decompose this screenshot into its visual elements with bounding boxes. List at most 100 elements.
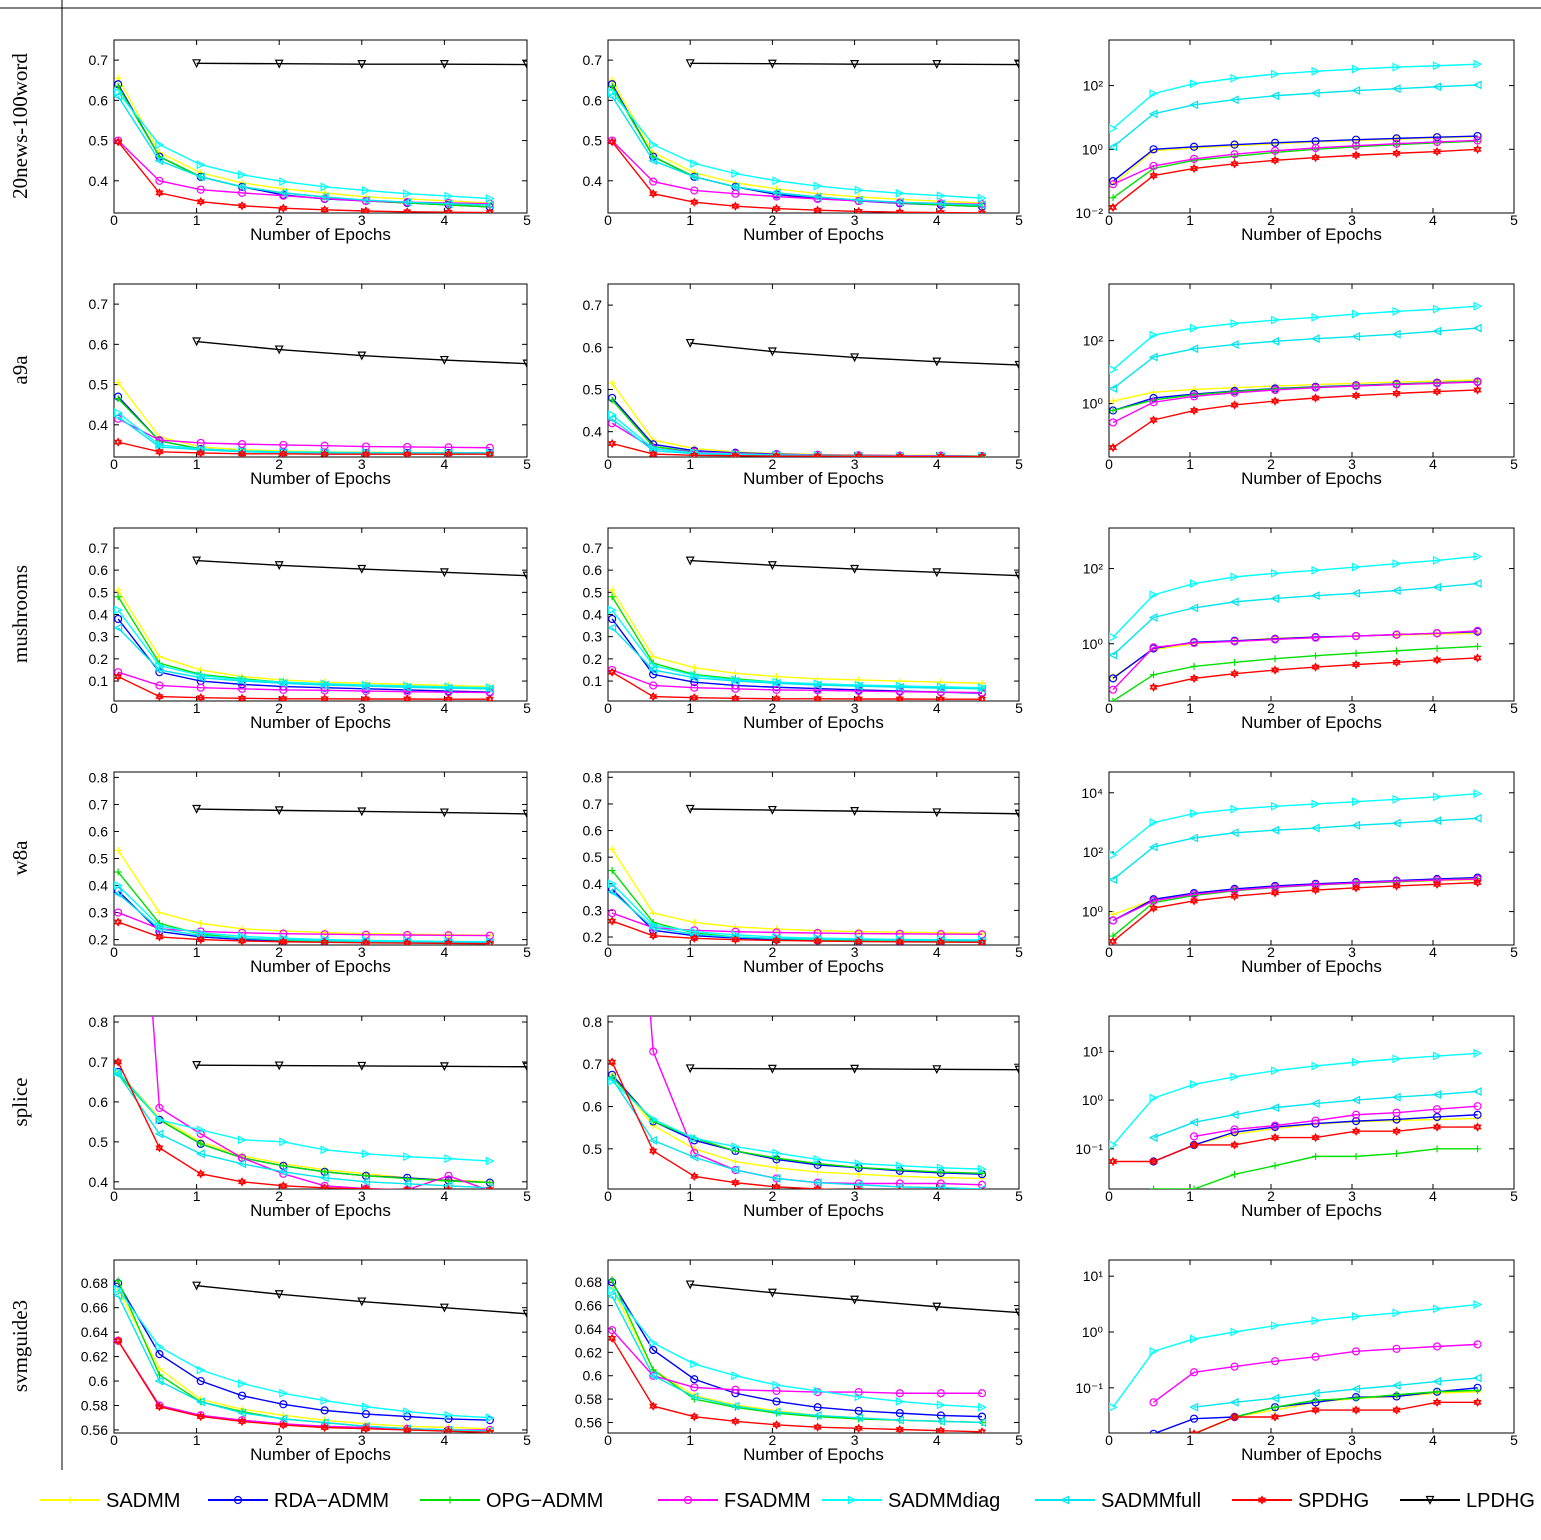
y-tick-label: 0.4	[89, 1174, 109, 1190]
series-line	[611, 1287, 983, 1424]
subplot: 0 1 2 3 4 5 0.4 0.5 0.6 0.7 Number of Epochs	[583, 283, 1023, 488]
point-marker	[1189, 1117, 1199, 1127]
series-line	[690, 342, 1019, 366]
plot-area	[114, 59, 527, 213]
series-line	[611, 1074, 983, 1180]
series-line	[1112, 84, 1478, 148]
subplot: 0 1 2 3 4 5 10⁻¹ 10⁰ 10¹ Number of Epochs	[1075, 1259, 1518, 1464]
point-marker	[772, 176, 782, 186]
point-marker	[274, 59, 284, 69]
y-tick-label: 0.56	[81, 1422, 108, 1438]
series-line	[611, 848, 983, 934]
point-marker	[320, 441, 329, 450]
point-marker	[1109, 142, 1118, 152]
y-tick-label: 0.7	[583, 52, 603, 68]
point-marker	[237, 182, 247, 192]
point-marker	[114, 917, 123, 927]
y-tick-label: 0.6	[583, 339, 603, 355]
series-line	[117, 77, 490, 204]
point-marker	[114, 82, 122, 90]
y-tick-label: 0.7	[583, 540, 603, 556]
series-line	[117, 1071, 490, 1162]
point-marker	[649, 930, 658, 941]
point-marker	[485, 194, 495, 203]
point-marker	[1351, 1057, 1361, 1067]
subplot: 0 1 2 3 4 5 0.2 0.3 0.4 0.5 0.6 0.7 0.8 Number of Epo…	[89, 769, 532, 976]
point-marker	[1109, 1156, 1118, 1167]
series-line	[1112, 135, 1478, 182]
point-marker	[1189, 833, 1199, 843]
y-tick-label: 0.2	[583, 651, 603, 667]
point-marker	[439, 60, 449, 69]
point-marker	[649, 188, 658, 199]
point-marker	[936, 937, 945, 945]
point-marker	[1473, 653, 1482, 663]
series-line	[117, 1073, 490, 1184]
point-marker	[237, 1391, 247, 1400]
point-marker	[522, 571, 527, 581]
point-marker	[1109, 1140, 1118, 1150]
point-marker	[649, 449, 658, 457]
series-line	[117, 1288, 490, 1419]
point-marker	[683, 1495, 693, 1505]
y-tick-label: 0.2	[89, 932, 109, 948]
point-marker	[357, 351, 367, 361]
y-tick-label: 10²	[1083, 78, 1104, 94]
subplot: 0 1 2 3 4 5 0.5 0.6 0.7 0.8 Number of Epochs	[583, 1014, 1024, 1220]
point-marker	[936, 1400, 946, 1410]
y-tick-label: 0.4	[89, 607, 109, 623]
point-marker	[1432, 386, 1442, 397]
point-marker	[1230, 388, 1239, 397]
point-marker	[1392, 630, 1401, 639]
point-marker	[155, 1115, 165, 1125]
series-line	[611, 1078, 983, 1189]
point-marker	[1473, 874, 1482, 884]
point-marker	[767, 561, 777, 571]
point-marker	[1149, 590, 1159, 600]
series-line	[117, 589, 490, 688]
point-marker	[155, 176, 164, 185]
point-marker	[485, 683, 495, 693]
series-line	[1112, 878, 1478, 922]
point-marker	[895, 1424, 904, 1433]
point-marker	[361, 681, 371, 691]
x-tick-label: 0	[110, 456, 118, 472]
series-line	[196, 62, 527, 66]
point-marker	[1311, 143, 1320, 153]
point-marker	[444, 1426, 453, 1433]
y-tick-label: 0.58	[575, 1391, 602, 1407]
x-tick-label: 1	[1186, 1432, 1194, 1448]
point-marker	[1109, 194, 1117, 202]
y-tick-label: 0.7	[583, 796, 603, 812]
point-marker	[1391, 1092, 1401, 1102]
series-line	[611, 596, 983, 690]
point-marker	[895, 937, 904, 945]
point-marker	[1392, 388, 1401, 399]
y-tick-label: 0.5	[89, 1134, 109, 1150]
point-marker	[155, 653, 163, 661]
subplot: 0 1 2 3 4 5 10⁰ 10² Number of Epochs	[1082, 527, 1518, 732]
series-line	[1112, 881, 1478, 942]
x-tick-label: 5	[523, 212, 531, 228]
point-marker	[1270, 594, 1280, 603]
series-line	[1153, 1343, 1478, 1403]
y-tick-label: 10⁰	[1082, 636, 1104, 652]
series-line	[1112, 877, 1478, 937]
point-marker	[1432, 137, 1442, 147]
legend-label: SADMMfull	[1101, 1490, 1201, 1512]
series-line	[1112, 379, 1478, 402]
point-marker	[1474, 642, 1482, 650]
x-tick-label: 1	[1186, 700, 1194, 716]
point-marker	[936, 1389, 946, 1398]
point-marker	[192, 59, 202, 69]
point-marker	[1270, 635, 1280, 644]
point-marker	[196, 934, 205, 945]
point-marker	[192, 1281, 202, 1291]
point-marker	[1190, 1185, 1198, 1189]
series-line	[117, 416, 490, 455]
point-marker	[1351, 1311, 1361, 1321]
point-marker	[439, 1062, 449, 1072]
point-marker	[730, 1401, 740, 1411]
point-marker	[1109, 685, 1118, 694]
point-marker	[1270, 155, 1280, 166]
